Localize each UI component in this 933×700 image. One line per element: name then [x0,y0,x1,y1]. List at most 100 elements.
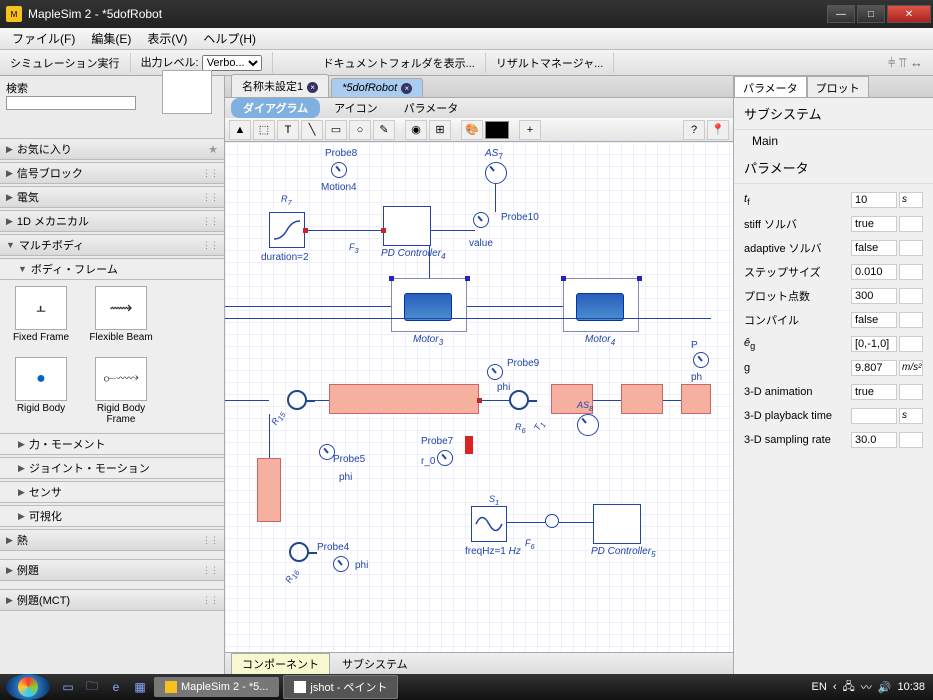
btab-component[interactable]: コンポーネント [231,653,330,675]
param-value[interactable]: [0,-1,0] [851,336,897,352]
pin-icon[interactable]: 📍 [707,120,729,140]
menu-view[interactable]: 表示(V) [139,28,195,49]
palette-examples[interactable]: ▶例題⋮⋮ [0,559,224,581]
block-pdcontroller4[interactable] [383,206,431,246]
minimize-button[interactable]: — [827,5,855,23]
palette-vis[interactable]: ▶可視化 [0,505,224,527]
param-value[interactable]: 0.010 [851,264,897,280]
palette-multibody[interactable]: ▼マルチボディ⋮⋮ [0,234,224,256]
circle-icon[interactable]: ○ [349,120,371,140]
task-maplesim[interactable]: MapleSim 2 - *5... [154,677,279,697]
param-value[interactable]: false [851,312,897,328]
close-icon[interactable]: × [401,83,412,94]
block-probe4[interactable] [333,556,349,572]
pointer-icon[interactable]: ▲ [229,120,251,140]
block-body5[interactable] [257,458,281,522]
block-p[interactable] [693,352,709,368]
output-level-select[interactable]: Verbo... [202,55,262,71]
param-value[interactable]: true [851,216,897,232]
probe-icon[interactable]: ◉ [405,120,427,140]
select-icon[interactable]: ⬚ [253,120,275,140]
tray-volume-icon[interactable]: 🔊 [878,681,892,694]
zoom-icon[interactable]: + [519,120,541,140]
block-motor4-frame[interactable] [563,278,639,332]
palette-heat[interactable]: ▶熱⋮⋮ [0,529,224,551]
block-motion4[interactable] [269,212,305,248]
block-pdcontroller5[interactable] [593,504,641,544]
block-joint-r15[interactable] [287,390,307,410]
param-value[interactable]: 10 [851,192,897,208]
block-probe9[interactable] [487,364,503,380]
block-body4[interactable] [681,384,711,414]
rtab-param[interactable]: パラメータ [734,76,807,97]
subtab-param[interactable]: パラメータ [392,98,471,118]
block-joint-r16[interactable] [289,542,309,562]
param-value[interactable]: false [851,240,897,256]
tray-wave-icon[interactable]: 〰 [861,679,872,695]
clock[interactable]: 10:38 [897,681,925,693]
cell-rigid-body[interactable]: ●Rigid Body [8,357,74,425]
start-button[interactable] [6,674,50,700]
block-as7[interactable] [485,162,507,184]
param-value[interactable]: 30.0 [851,432,897,448]
run-sim-button[interactable]: シミュレーション実行 [0,53,131,73]
palette-force[interactable]: ▶力・モーメント [0,433,224,455]
cell-rigid-body-frame[interactable]: ⟜⟿Rigid Body Frame [88,357,154,425]
ql-explorer-icon[interactable]: 🗀 [82,678,102,696]
param-value[interactable] [851,408,897,424]
text-icon[interactable]: T [277,120,299,140]
group-icon[interactable]: ⊞ [429,120,451,140]
pen-icon[interactable]: ✎ [373,120,395,140]
color-swatch[interactable] [485,121,509,139]
rect-icon[interactable]: ▭ [325,120,347,140]
block-probe10[interactable] [473,212,489,228]
maximize-button[interactable]: □ [857,5,885,23]
block-as8[interactable] [577,414,599,436]
block-probe5[interactable] [319,444,335,460]
palette-signal[interactable]: ▶信号ブロック⋮⋮ [0,162,224,184]
block-probe7[interactable] [437,450,453,466]
subtab-icon[interactable]: アイコン [322,98,389,118]
palette-elec[interactable]: ▶電気⋮⋮ [0,186,224,208]
menu-edit[interactable]: 編集(E) [83,28,139,49]
palette-bodyframe[interactable]: ▼ボディ・フレーム [0,258,224,280]
diagram-canvas[interactable]: Probe8 AS7 Motion4 R7 duration=2 F3 PD C… [225,142,733,652]
help-icon[interactable]: ? [683,120,705,140]
btab-subsystem[interactable]: サブシステム [332,654,418,674]
close-button[interactable]: ✕ [887,5,931,23]
block-body1[interactable] [329,384,479,414]
block-sinewave[interactable] [471,506,507,542]
result-manager-button[interactable]: リザルトマネージャ... [486,53,614,73]
param-value[interactable]: true [851,384,897,400]
param-value[interactable]: 300 [851,288,897,304]
tab-5dofrobot[interactable]: *5dofRobot× [331,78,423,97]
palette-examples-mct[interactable]: ▶例題(MCT)⋮⋮ [0,589,224,611]
tray-icon[interactable]: ‹ [833,681,837,693]
close-icon[interactable]: × [307,82,318,93]
param-value[interactable]: 9.807 [851,360,897,376]
ql-desktop-icon[interactable]: ▭ [58,678,78,696]
menu-file[interactable]: ファイル(F) [4,28,83,49]
block-joint-r6[interactable] [509,390,529,410]
palette-joint[interactable]: ▶ジョイント・モーション [0,457,224,479]
block-motor3-frame[interactable] [391,278,467,332]
palette-1dmech[interactable]: ▶1D メカニカル⋮⋮ [0,210,224,232]
block-probe8[interactable] [331,162,347,178]
palette-sensor[interactable]: ▶センサ [0,481,224,503]
palette-favorites[interactable]: ▶お気に入り★ [0,138,224,160]
subtab-diagram[interactable]: ダイアグラム [231,98,320,118]
lang-indicator[interactable]: EN [812,681,827,693]
palette-icon[interactable]: 🎨 [461,120,483,140]
align-tools[interactable]: ⫩ ⫪ ↔ [878,53,933,73]
ql-app-icon[interactable]: ▦ [130,678,150,696]
cell-flexible-beam[interactable]: ⟿Flexible Beam [88,286,154,343]
rtab-plot[interactable]: プロット [807,76,869,97]
line-icon[interactable]: ╲ [301,120,323,140]
ql-ie-icon[interactable]: e [106,678,126,696]
task-paint[interactable]: jshot - ペイント [283,675,398,699]
block-sum[interactable] [545,514,559,528]
cell-fixed-frame[interactable]: ⫠Fixed Frame [8,286,74,343]
block-body3[interactable] [621,384,663,414]
tray-network-icon[interactable]: 🖧 [843,678,855,697]
doc-folder-button[interactable]: ドキュメントフォルダを表示... [313,53,486,73]
